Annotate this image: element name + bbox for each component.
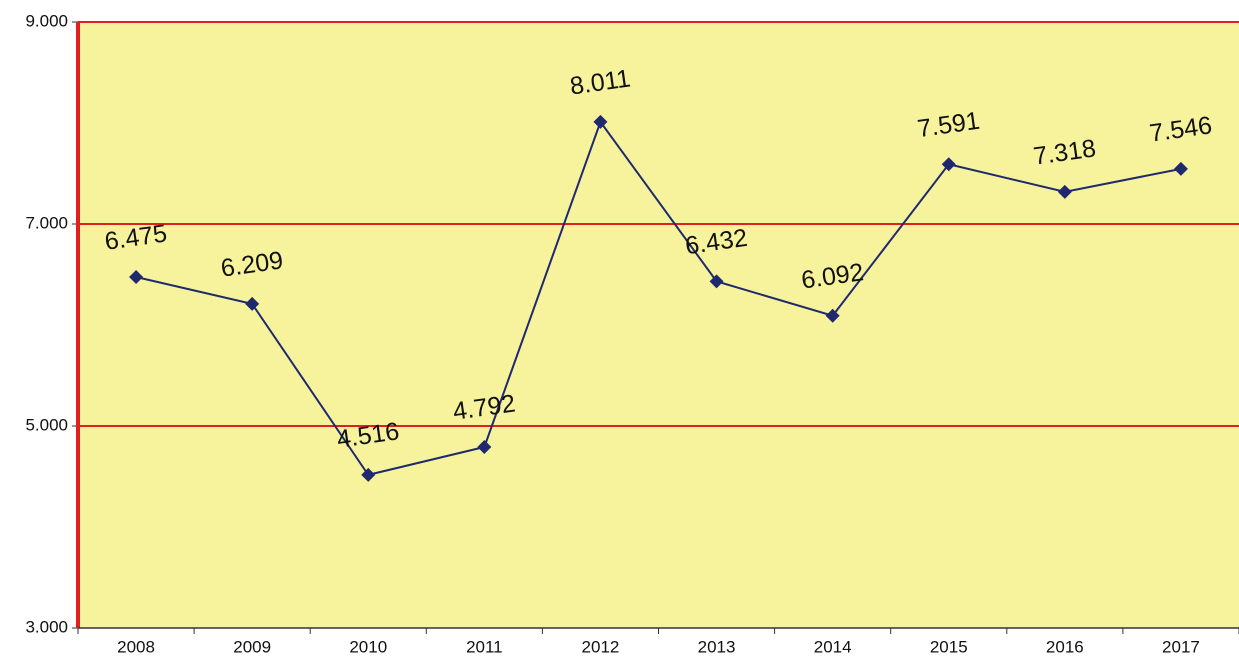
x-tick-label: 2010	[349, 637, 387, 656]
data-point	[245, 296, 260, 311]
x-tick-label: 2008	[117, 637, 155, 656]
x-tick-label: 2011	[466, 637, 503, 656]
y-tick-label: 9.000	[25, 11, 68, 30]
data-point	[1057, 184, 1072, 199]
plot-area	[78, 22, 1239, 628]
data-point	[1173, 161, 1188, 176]
data-point	[593, 114, 608, 129]
x-tick-label: 2016	[1046, 637, 1084, 656]
x-tick-label: 2017	[1162, 637, 1200, 656]
x-tick-label: 2014	[814, 637, 852, 656]
x-tick-label: 2012	[582, 637, 620, 656]
data-point	[941, 157, 956, 172]
y-tick-label: 7.000	[25, 213, 68, 232]
x-tick-label: 2009	[233, 637, 271, 656]
x-tick-label: 2015	[930, 637, 968, 656]
x-tick-label: 2013	[698, 637, 736, 656]
data-point	[129, 270, 144, 285]
data-point	[709, 274, 724, 289]
series-line	[135, 119, 1182, 477]
y-tick-label: 3.000	[25, 617, 68, 636]
data-point	[477, 440, 492, 455]
y-tick-label: 5.000	[25, 415, 68, 434]
data-point	[825, 308, 840, 323]
data-point	[361, 467, 376, 482]
